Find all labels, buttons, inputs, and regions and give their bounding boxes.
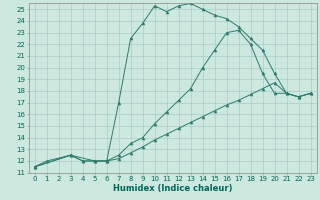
X-axis label: Humidex (Indice chaleur): Humidex (Indice chaleur) bbox=[113, 184, 232, 193]
